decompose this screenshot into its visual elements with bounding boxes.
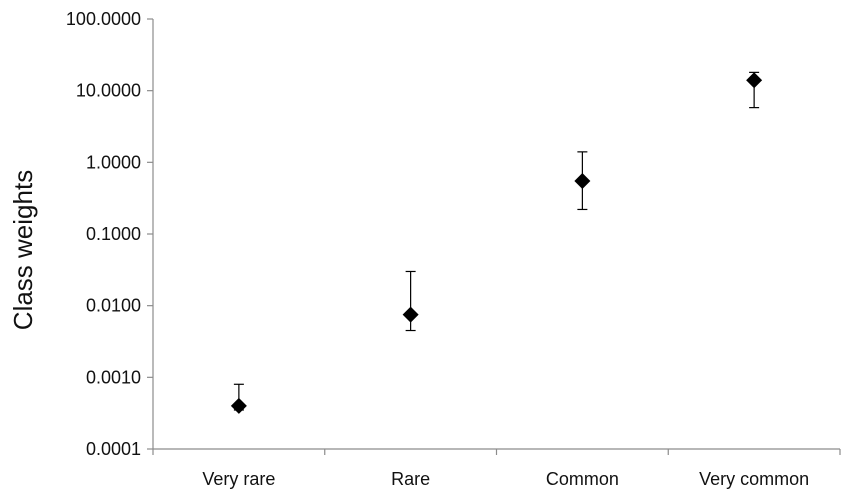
y-tick-label: 0.0001 xyxy=(86,439,141,459)
data-point xyxy=(402,306,419,323)
data-point xyxy=(574,172,591,189)
data-point xyxy=(230,397,247,414)
y-axis-label: Class weights xyxy=(8,170,38,330)
data-points xyxy=(230,72,763,414)
x-tick-label: Very common xyxy=(699,469,809,489)
x-tick-label: Rare xyxy=(391,469,430,489)
x-axis: Very rare Rare Common Very common xyxy=(152,448,841,489)
y-tick-label: 1.0000 xyxy=(86,152,141,172)
y-tick-label: 10.0000 xyxy=(76,81,141,101)
data-point xyxy=(746,72,763,89)
error-bars xyxy=(233,71,760,411)
y-tick-label: 0.0100 xyxy=(86,296,141,316)
x-tick-label: Common xyxy=(546,469,619,489)
y-tick-label: 100.0000 xyxy=(66,9,141,29)
x-tick-label: Very rare xyxy=(202,469,275,489)
y-tick-label: 0.1000 xyxy=(86,224,141,244)
y-axis: 0.0001 0.0010 0.0100 0.1000 1.0000 10.0000 100… xyxy=(66,9,154,459)
y-tick-label: 0.0010 xyxy=(86,367,141,387)
